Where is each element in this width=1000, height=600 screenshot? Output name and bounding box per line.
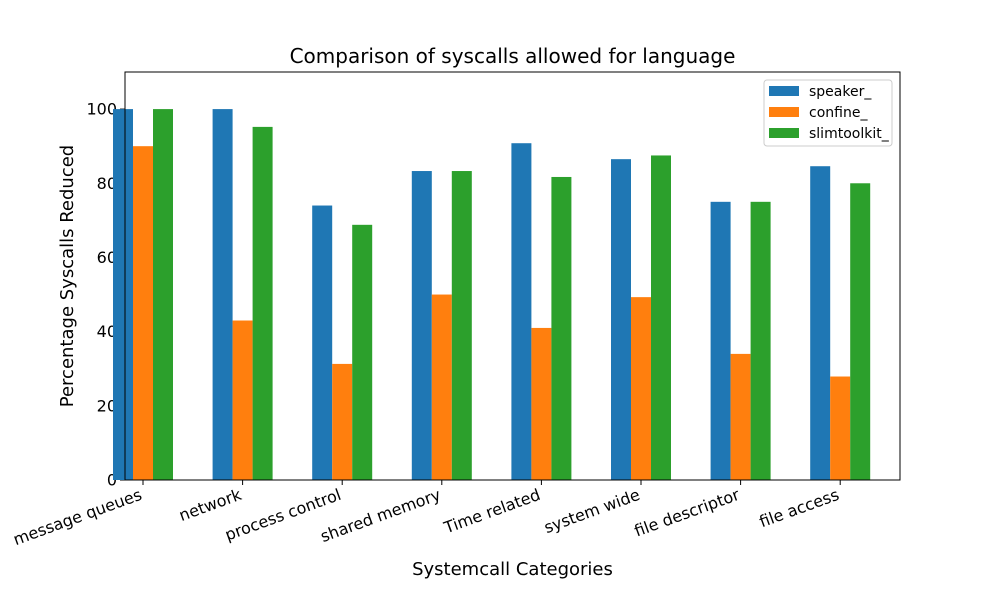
legend-label: speaker_	[809, 84, 872, 100]
bar-speaker-3	[411, 171, 432, 481]
x-tick-label: file descriptor	[632, 485, 743, 541]
bar-confine-4	[531, 327, 552, 480]
bar-speaker-4	[511, 143, 532, 480]
bar-confine-2	[332, 363, 353, 480]
y-tick-label: 20	[97, 396, 117, 415]
legend-swatch	[769, 107, 799, 117]
y-tick-label: 100	[86, 100, 117, 119]
bar-confine-5	[631, 297, 651, 480]
bar-speaker-2	[312, 205, 333, 480]
bar-slimtoolkit-3	[451, 171, 472, 481]
bar-slimtoolkit-6	[750, 201, 771, 480]
bar-slimtoolkit-7	[850, 183, 871, 481]
legend-label: confine_	[809, 105, 868, 121]
x-tick-label: message queues	[11, 485, 145, 549]
y-tick-label: 0	[107, 471, 117, 490]
x-tick-label: file access	[757, 485, 842, 531]
y-tick-label: 40	[97, 322, 117, 341]
legend-swatch	[769, 128, 799, 138]
bar-slimtoolkit-0	[153, 109, 173, 480]
bar-speaker-6	[710, 201, 731, 480]
bar-confine-1	[232, 320, 253, 480]
bar-speaker-1	[212, 109, 233, 480]
y-tick-label: 60	[97, 248, 117, 267]
bar-confine-0	[133, 146, 153, 480]
bar-slimtoolkit-1	[252, 126, 273, 481]
x-tick-label: system wide	[541, 485, 642, 537]
bar-speaker-0	[113, 109, 133, 480]
bar-slimtoolkit-2	[352, 224, 373, 480]
x-tick-label: Time related	[441, 485, 543, 538]
bar-slimtoolkit-5	[651, 155, 671, 481]
bar-speaker-5	[611, 159, 631, 480]
legend-label: slimtoolkit_	[809, 126, 890, 142]
x-tick-label: network	[176, 485, 244, 525]
plot-frame	[124, 71, 901, 481]
bar-confine-3	[431, 294, 452, 480]
y-axis-label: Percentage Syscalls Reduced	[57, 145, 78, 407]
legend: speaker_ confine_ slimtoolkit_	[763, 79, 893, 147]
chart-title: Comparison of syscalls allowed for langu…	[290, 44, 736, 68]
bar-confine-7	[830, 376, 851, 480]
bar-slimtoolkit-4	[551, 176, 572, 480]
x-axis-label: Systemcall Categories	[412, 559, 613, 580]
legend-swatch	[769, 86, 799, 96]
bar-confine-6	[730, 353, 751, 480]
bars	[113, 109, 871, 481]
bar-speaker-7	[810, 166, 831, 480]
y-tick-label: 80	[97, 174, 117, 193]
